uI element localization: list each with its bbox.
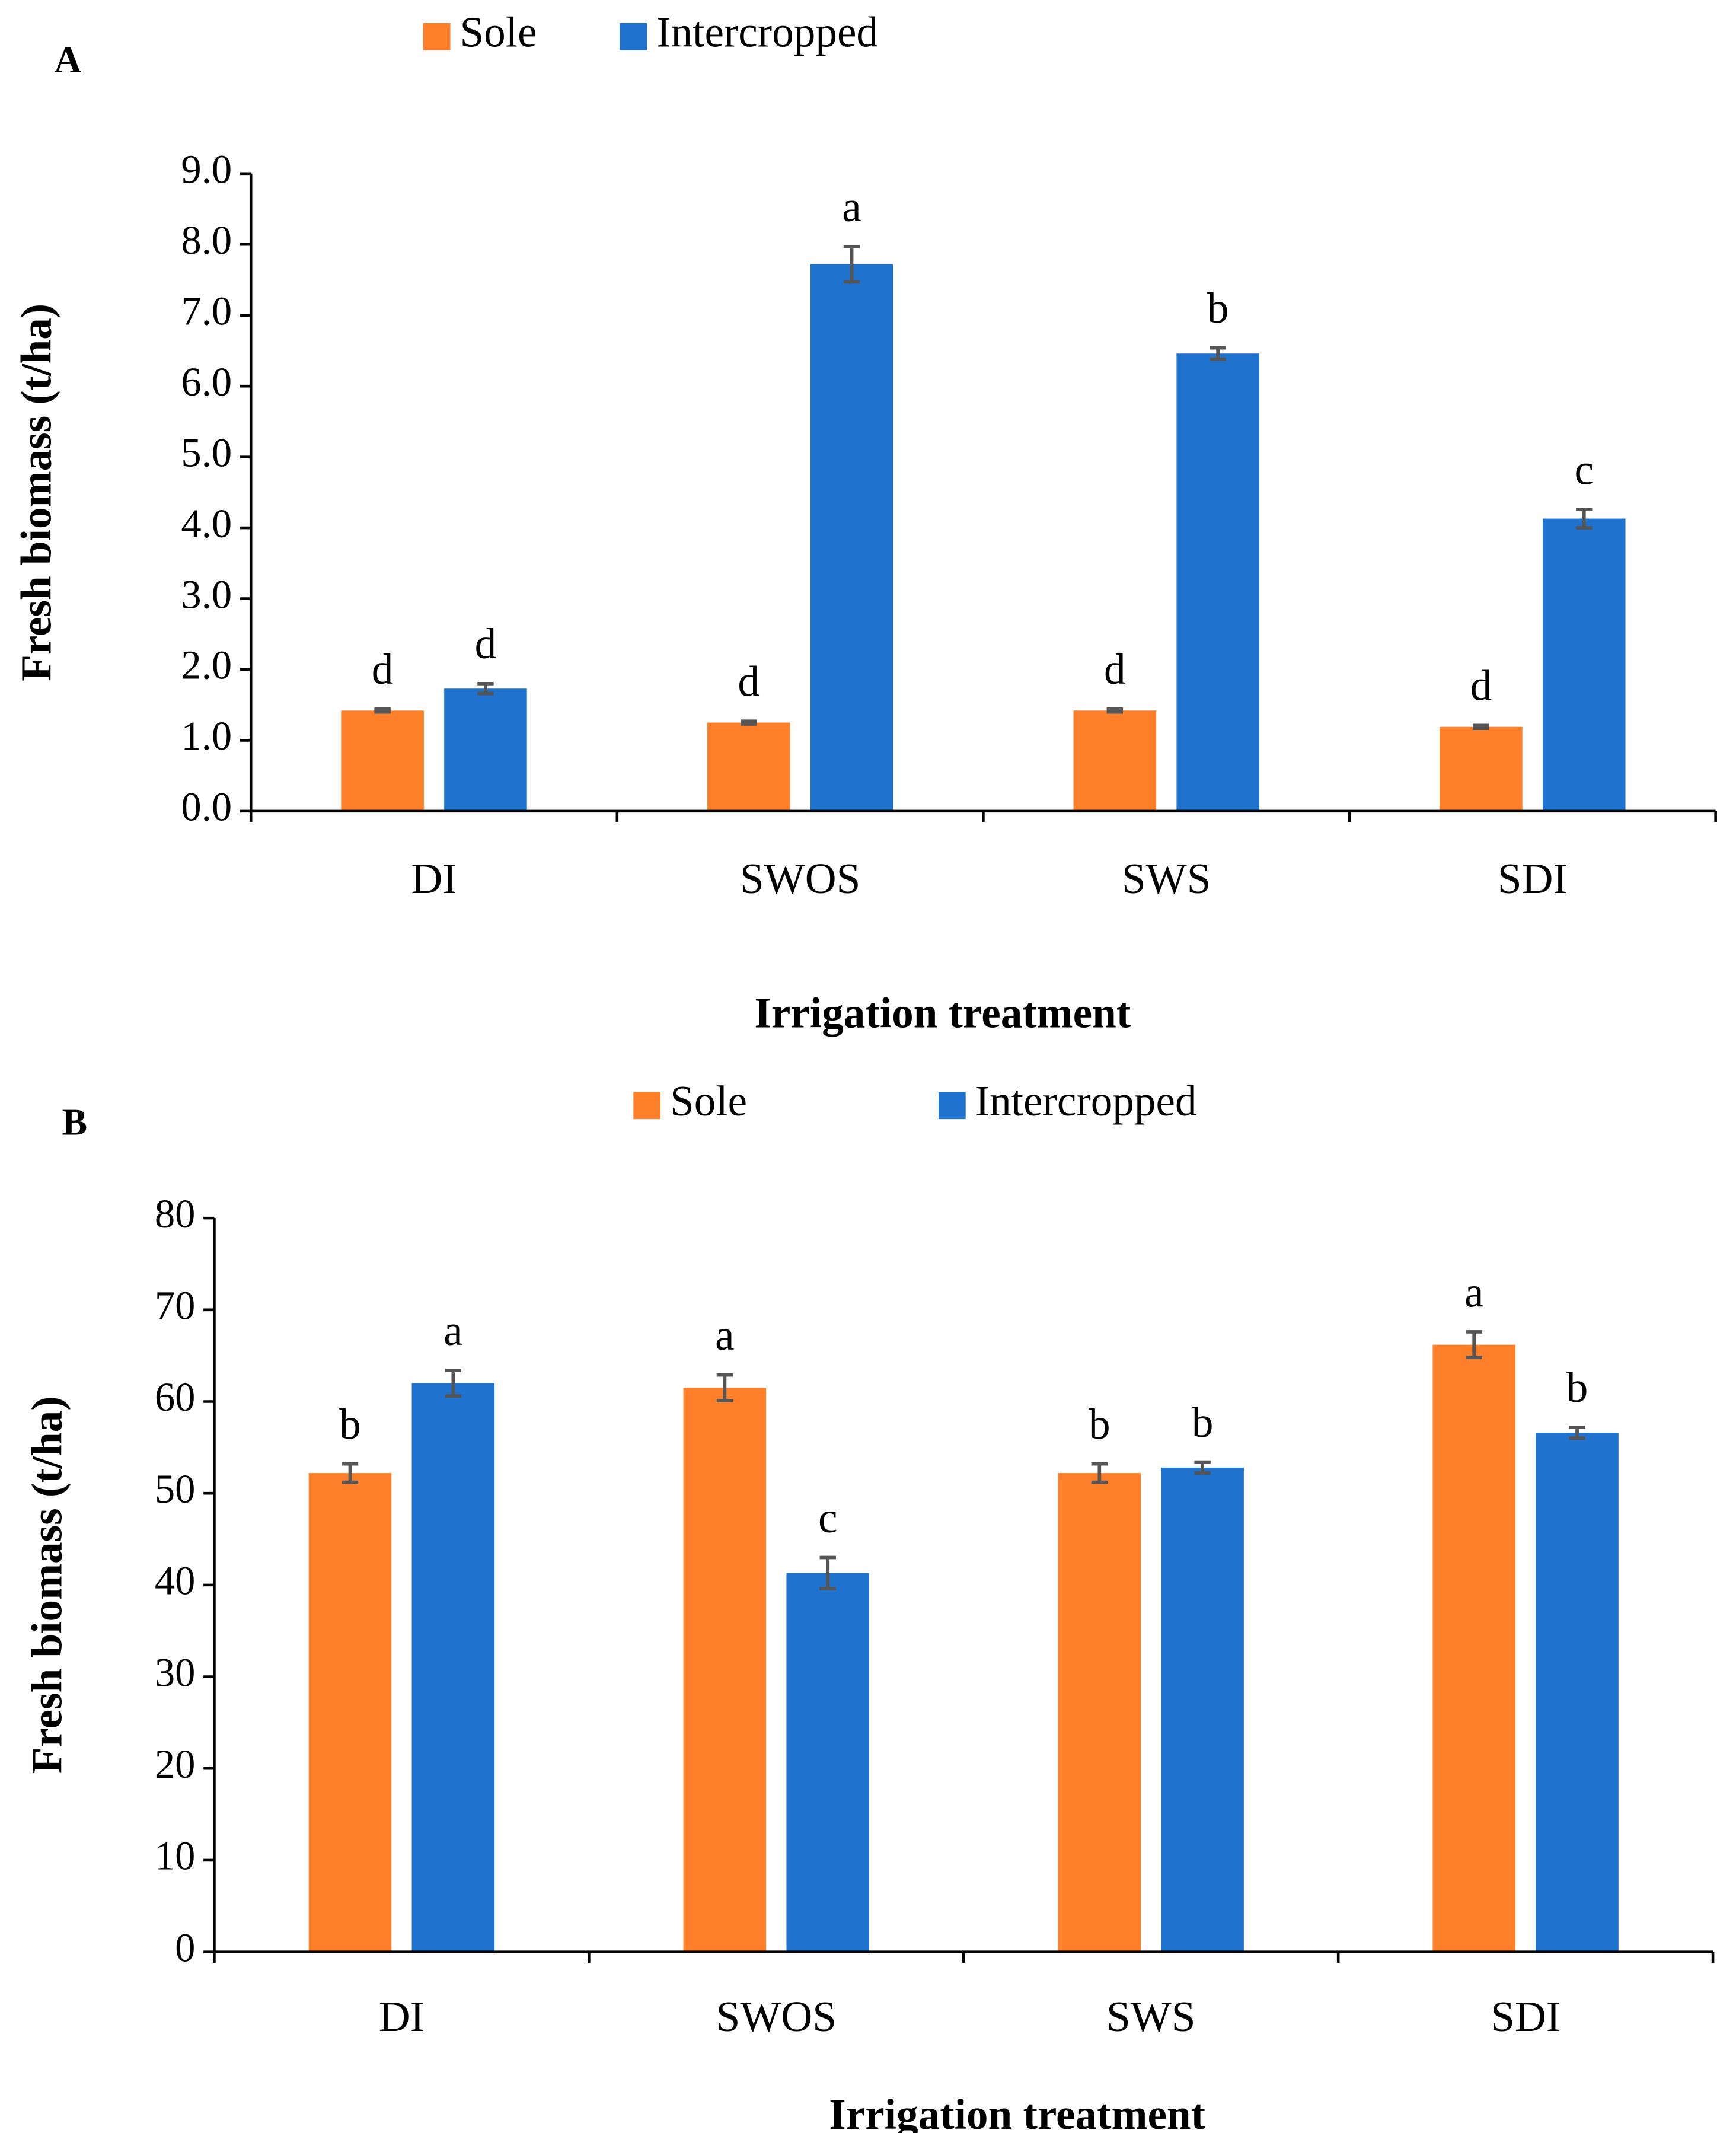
significance-label: b (1192, 1398, 1214, 1446)
bar (444, 688, 527, 811)
significance-label: a (715, 1311, 734, 1359)
x-tick-label: SDI (1498, 855, 1568, 903)
x-axis-label: Irrigation treatment (754, 989, 1131, 1037)
y-tick-label: 8.0 (181, 218, 232, 263)
bar (810, 264, 893, 811)
x-axis-label: Irrigation treatment (829, 2090, 1205, 2133)
error-bar (1576, 508, 1593, 530)
y-tick-label: 30 (155, 1650, 196, 1695)
x-tick-label: DI (379, 1992, 425, 2040)
bar (1161, 1467, 1244, 1952)
error-bar (716, 1373, 733, 1402)
y-tick-label: 1.0 (181, 713, 232, 758)
y-tick-label: 5.0 (181, 430, 232, 475)
error-bar (1194, 1460, 1211, 1475)
panel-label: B (62, 1101, 87, 1143)
legend-swatch (423, 23, 451, 50)
bar (1536, 1433, 1619, 1952)
bar (1176, 353, 1259, 811)
significance-label: d (738, 658, 760, 706)
legend-label: Intercropped (975, 1077, 1197, 1125)
error-bar (342, 1462, 359, 1484)
bar (1440, 726, 1523, 811)
error-bar (1569, 1425, 1585, 1440)
y-tick-label: 6.0 (181, 359, 232, 404)
y-axis-label: Fresh biomass (t/ha) (23, 1396, 71, 1774)
y-tick-label: 50 (155, 1466, 196, 1512)
bar (1073, 710, 1157, 811)
y-tick-label: 9.0 (181, 147, 232, 192)
bar (683, 1388, 767, 1952)
y-tick-label: 60 (155, 1375, 196, 1420)
y-tick-label: 10 (155, 1834, 196, 1879)
y-tick-label: 70 (155, 1283, 196, 1328)
y-tick-label: 0.0 (181, 785, 232, 830)
significance-label: c (1575, 445, 1594, 493)
legend-swatch (633, 1092, 661, 1120)
x-tick-label: SWS (1122, 855, 1211, 903)
x-tick-label: DI (411, 855, 457, 903)
significance-label: d (1470, 662, 1492, 710)
bar (1543, 518, 1626, 811)
y-tick-label: 80 (155, 1191, 196, 1236)
significance-label: a (1464, 1268, 1483, 1316)
x-tick-label: SWOS (740, 855, 860, 903)
error-bar (740, 719, 757, 726)
y-axis-label: Fresh biomass (t/ha) (12, 304, 60, 681)
significance-label: b (1089, 1400, 1110, 1448)
y-tick-label: 7.0 (181, 288, 232, 333)
bar (707, 722, 790, 811)
significance-label: a (842, 183, 861, 231)
significance-label: d (372, 645, 394, 693)
bar (1058, 1473, 1141, 1952)
significance-label: d (475, 620, 497, 668)
y-tick-label: 20 (155, 1742, 196, 1787)
legend-swatch (938, 1092, 966, 1120)
error-bar (374, 707, 391, 714)
error-bar (477, 682, 494, 696)
y-tick-label: 40 (155, 1558, 196, 1603)
significance-label: b (1566, 1363, 1588, 1411)
bar (411, 1383, 495, 1952)
significance-label: d (1104, 645, 1126, 693)
error-bar (1210, 346, 1226, 361)
y-tick-label: 0 (175, 1925, 195, 1970)
error-bar (1091, 1462, 1108, 1484)
significance-label: c (818, 1494, 837, 1542)
error-bar (1473, 723, 1489, 730)
y-tick-label: 4.0 (181, 501, 232, 546)
legend-label: Sole (670, 1077, 747, 1125)
significance-label: b (1207, 284, 1229, 332)
error-bar (819, 1555, 836, 1590)
x-tick-label: SDI (1491, 1992, 1561, 2040)
bar (308, 1473, 392, 1952)
error-bar (843, 244, 860, 284)
significance-label: a (443, 1306, 462, 1354)
x-tick-label: SWS (1106, 1992, 1196, 2040)
x-tick-label: SWOS (716, 1992, 837, 2040)
legend-swatch (620, 23, 647, 50)
significance-label: b (339, 1400, 361, 1448)
error-bar (1106, 707, 1124, 714)
bar (786, 1573, 870, 1952)
panel-label: A (54, 39, 81, 81)
legend-label: Intercropped (656, 8, 878, 56)
y-tick-label: 2.0 (181, 643, 232, 688)
bar (341, 710, 424, 811)
error-bar (1466, 1330, 1482, 1360)
error-bar (445, 1369, 462, 1398)
bar (1432, 1344, 1515, 1952)
legend-label: Sole (459, 8, 537, 56)
y-tick-label: 3.0 (181, 572, 232, 617)
